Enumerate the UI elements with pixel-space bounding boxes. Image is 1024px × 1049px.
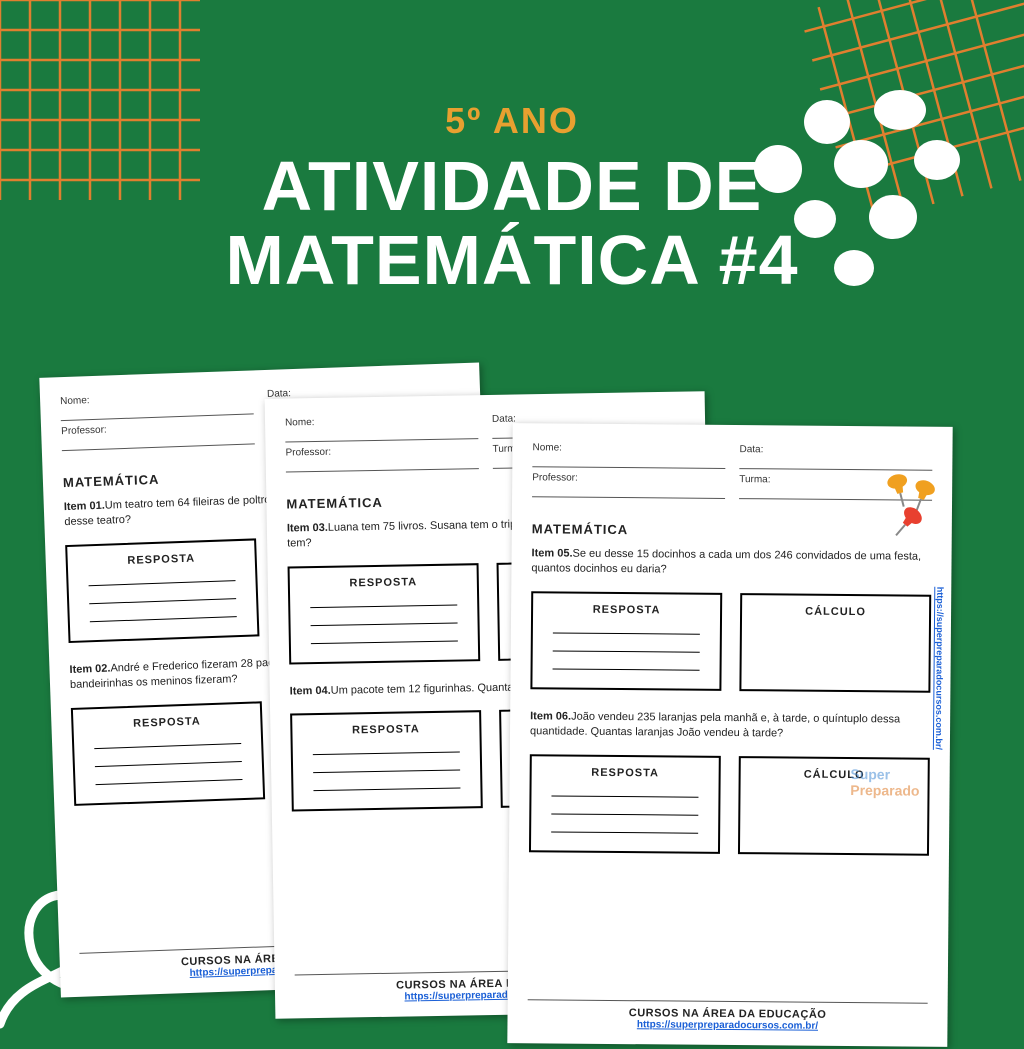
answer-box: RESPOSTA (71, 701, 265, 806)
title-line-1: ATIVIDADE DE (0, 150, 1024, 224)
subtitle: 5º ANO (0, 100, 1024, 142)
worksheet-stack: Nome: Data: Professor: Turma: MATEMÁTICA… (50, 370, 1010, 1010)
label-nome: Nome: (60, 395, 90, 407)
item-05-text: Item 05.Se eu desse 15 docinhos a cada u… (531, 546, 931, 580)
worksheet-3: Nome: Data: Professor: Turma: MATEMÁTICA… (507, 423, 952, 1047)
watermark-logo: SuperPreparado (850, 766, 920, 799)
main-title: ATIVIDADE DE MATEMÁTICA #4 (0, 150, 1024, 297)
answer-box: RESPOSTA (65, 538, 259, 643)
pushpins (882, 466, 963, 560)
side-url: https://superpreparadocursos.com.br/ (933, 587, 946, 887)
item-06-text: Item 06.João vendeu 235 laranjas pela ma… (530, 709, 930, 743)
label-professor: Professor: (61, 425, 107, 438)
title-line-2: MATEMÁTICA #4 (0, 224, 1024, 298)
